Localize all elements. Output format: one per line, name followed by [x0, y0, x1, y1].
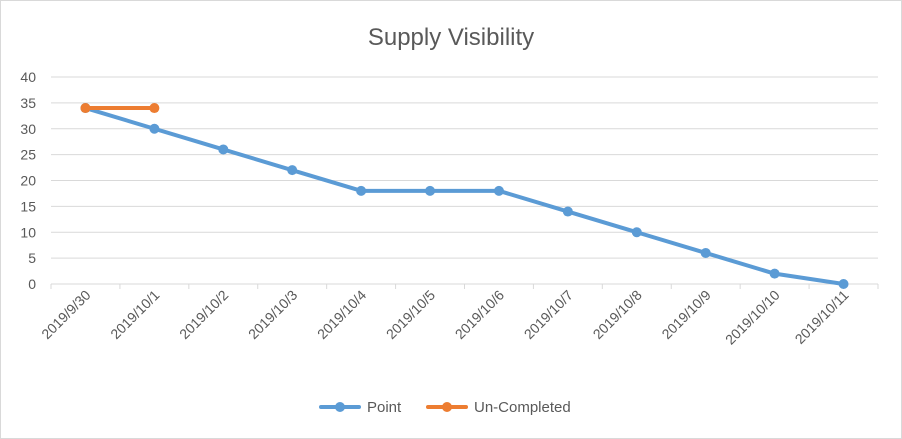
- series-group: [80, 103, 849, 289]
- x-tick-label: 2019/10/11: [792, 287, 852, 347]
- data-point: [769, 268, 780, 279]
- gridlines: [51, 76, 878, 285]
- legend-marker: [335, 402, 345, 412]
- data-point: [425, 185, 436, 196]
- series-layer: [80, 103, 849, 289]
- x-tick-label: 2019/10/10: [722, 287, 783, 348]
- legend-label: Un-Completed: [474, 399, 571, 416]
- x-tick-label: 2019/9/30: [38, 287, 94, 343]
- y-tick-label: 20: [20, 173, 36, 189]
- x-tick-label: 2019/10/1: [107, 287, 163, 343]
- x-tick-label: 2019/10/2: [176, 287, 232, 343]
- data-point: [287, 165, 298, 176]
- y-tick-label: 40: [20, 69, 36, 85]
- y-tick-label: 10: [20, 224, 36, 240]
- x-tick-label: 2019/10/8: [590, 287, 646, 343]
- series-group: [80, 103, 160, 114]
- chart-title: Supply Visibility: [368, 24, 534, 51]
- x-tick-label: 2019/10/9: [658, 287, 714, 343]
- y-tick-label: 0: [28, 276, 36, 292]
- x-tick-label: 2019/10/6: [452, 287, 508, 343]
- x-tick-label: 2019/10/4: [314, 287, 370, 343]
- data-point: [700, 247, 711, 258]
- data-point: [80, 103, 91, 114]
- y-tick-label: 25: [20, 147, 36, 163]
- data-point: [838, 279, 849, 289]
- legend-label: Point: [367, 399, 402, 416]
- x-tick-label: 2019/10/7: [521, 287, 577, 343]
- y-tick-label: 30: [20, 121, 36, 137]
- x-axis: 2019/9/30 2019/10/1 2019/10/2 2019/10/3 2019…: [38, 284, 879, 348]
- data-point: [493, 185, 504, 196]
- data-point: [631, 227, 642, 238]
- y-tick-label: 5: [28, 250, 36, 266]
- data-point: [149, 103, 160, 114]
- legend: Point Un-Completed: [319, 399, 571, 416]
- y-tick-label: 15: [20, 198, 36, 214]
- series-line: [83, 106, 846, 286]
- legend-item: Point: [319, 399, 402, 416]
- data-point: [149, 123, 160, 134]
- data-point: [356, 185, 367, 196]
- y-tick-label: 35: [20, 95, 36, 111]
- legend-marker: [442, 402, 452, 412]
- x-tick-label: 2019/10/3: [245, 287, 301, 343]
- y-axis: 0 5 10 15 20 25 30 35 40: [20, 69, 36, 292]
- data-point: [218, 144, 229, 155]
- legend-item: Un-Completed: [426, 399, 571, 416]
- data-point: [562, 206, 573, 217]
- x-tick-label: 2019/10/5: [383, 287, 439, 343]
